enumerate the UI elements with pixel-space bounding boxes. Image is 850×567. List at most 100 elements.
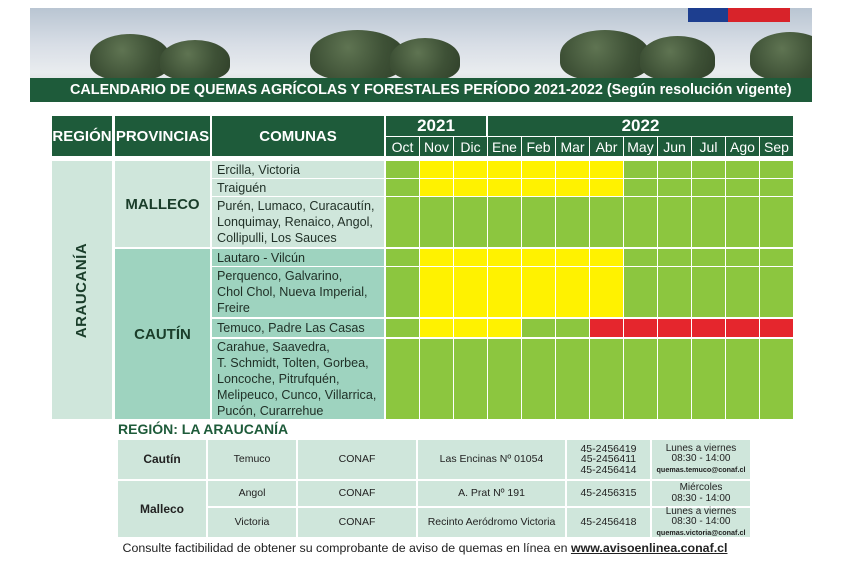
calendar-cell-abr [590, 197, 623, 247]
calendar-cell-oct [386, 339, 419, 419]
calendar-cell-abr [590, 179, 623, 196]
month-header-may: May [624, 137, 657, 156]
contacts-title: REGIÓN: LA ARAUCANÍA [118, 421, 289, 437]
year-2022: 2022 [488, 116, 793, 136]
month-header-mar: Mar [556, 137, 589, 156]
month-header-feb: Feb [522, 137, 555, 156]
calendar-cell-jun [658, 197, 691, 247]
calendar-cell-feb [522, 161, 555, 178]
calendar-cell-mar [556, 197, 589, 247]
calendar-cell-ago [726, 319, 759, 337]
hours-cell: Miércoles 08:30 - 14:00 [652, 481, 750, 506]
footer-link[interactable]: www.avisoenlinea.conaf.cl [570, 541, 728, 555]
tree-image [90, 34, 170, 80]
organization-cell: CONAF [298, 440, 416, 479]
communes-header: COMUNAS [212, 116, 384, 156]
calendar-cell-sep [760, 197, 793, 247]
calendar-cell-may [624, 161, 657, 178]
calendar-cell-jun [658, 161, 691, 178]
calendar-cell-feb [522, 339, 555, 419]
calendar-cell-ago [726, 249, 759, 266]
calendar-cell-oct [386, 179, 419, 196]
calendar-cell-jul [692, 339, 725, 419]
phone-cell: 45-2456315 [567, 481, 650, 506]
title-bar [30, 78, 812, 102]
calendar-cell-feb [522, 267, 555, 317]
chile-flag-red [728, 8, 790, 22]
tree-image [750, 32, 812, 80]
address-cell: A. Prat Nº 191 [418, 481, 565, 506]
calendar-cell-mar [556, 339, 589, 419]
region-label: ARAUCANÍA [73, 242, 91, 338]
tree-image [310, 30, 405, 80]
calendar-cell-may [624, 339, 657, 419]
phone-cell: 45-2456419 45-2456411 45-2456414 [567, 440, 650, 479]
calendar-cell-ene [488, 161, 521, 178]
calendar-cell-ene [488, 339, 521, 419]
calendar-cell-dic [454, 319, 487, 337]
calendar-cell-abr [590, 319, 623, 337]
calendar-cell-abr [590, 249, 623, 266]
tree-image [560, 30, 650, 80]
commune-row-label: Traiguén [212, 179, 384, 196]
calendar-cell-may [624, 197, 657, 247]
calendar-cell-jul [692, 179, 725, 196]
commune-row-label: Temuco, Padre Las Casas [212, 319, 384, 337]
calendar-cell-feb [522, 179, 555, 196]
calendar-cell-ene [488, 249, 521, 266]
calendar-cell-nov [420, 267, 453, 317]
calendar-cell-ene [488, 319, 521, 337]
month-header-nov: Nov [420, 137, 453, 156]
province-malleco: MALLECO [115, 161, 210, 247]
city-cell: Temuco [208, 440, 296, 479]
calendar-cell-jun [658, 249, 691, 266]
city-cell: Victoria [208, 508, 296, 537]
calendar-cell-nov [420, 161, 453, 178]
month-header-sep: Sep [760, 137, 793, 156]
calendar-cell-mar [556, 267, 589, 317]
calendar-cell-jul [692, 249, 725, 266]
calendar-cell-nov [420, 319, 453, 337]
calendar-cell-nov [420, 197, 453, 247]
calendar-cell-abr [590, 339, 623, 419]
calendar-cell-mar [556, 161, 589, 178]
calendar-cell-oct [386, 161, 419, 178]
calendar-cell-sep [760, 319, 793, 337]
calendar-cell-dic [454, 179, 487, 196]
organization-cell: CONAF [298, 481, 416, 506]
calendar-cell-ago [726, 197, 759, 247]
province-cautin: CAUTÍN [115, 249, 210, 419]
month-header-jun: Jun [658, 137, 691, 156]
calendar-cell-nov [420, 179, 453, 196]
province-cell: Cautín [118, 440, 206, 479]
email-link[interactable]: quemas.temuco@conaf.cl [656, 464, 746, 474]
calendar-cell-jun [658, 339, 691, 419]
calendar-cell-dic [454, 267, 487, 317]
calendar-cell-sep [760, 267, 793, 317]
calendar-cell-sep [760, 249, 793, 266]
calendar-cell-oct [386, 267, 419, 317]
calendar-cell-ene [488, 197, 521, 247]
calendar-cell-dic [454, 197, 487, 247]
month-header-ene: Ene [488, 137, 521, 156]
calendar-cell-mar [556, 319, 589, 337]
month-header-ago: Ago [726, 137, 759, 156]
calendar-cell-jul [692, 319, 725, 337]
calendar-cell-may [624, 249, 657, 266]
month-header-abr: Abr [590, 137, 623, 156]
commune-row-label: Purén, Lumaco, Curacautín, Lonquimay, Re… [212, 197, 384, 247]
address-cell: Las Encinas Nº 01054 [418, 440, 565, 479]
calendar-cell-oct [386, 319, 419, 337]
calendar-cell-may [624, 179, 657, 196]
chile-flag-blue [688, 8, 728, 22]
city-cell: Angol [208, 481, 296, 506]
calendar-cell-sep [760, 339, 793, 419]
calendar-cell-oct [386, 197, 419, 247]
calendar-cell-may [624, 267, 657, 317]
hours-cell: Lunes a viernes 08:30 - 14:00 quemas.temu… [652, 440, 750, 479]
calendar-cell-dic [454, 249, 487, 266]
commune-row-label: Perquenco, Galvarino, Chol Chol, Nueva I… [212, 267, 384, 317]
calendar-cell-jun [658, 267, 691, 317]
email-link[interactable]: quemas.victoria@conaf.cl [656, 527, 746, 537]
provinces-header: PROVINCIAS [115, 116, 210, 156]
